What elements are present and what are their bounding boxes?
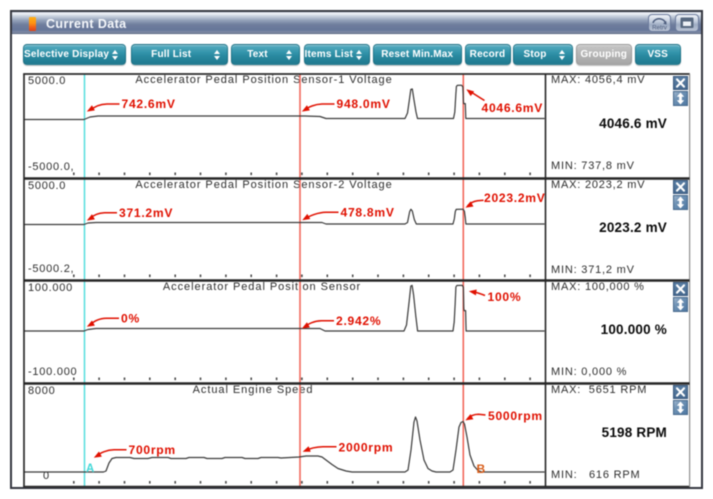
svg-text:2.942%: 2.942%	[336, 314, 381, 328]
svg-text:A: A	[86, 463, 94, 475]
svg-text:100%: 100%	[488, 290, 522, 304]
svg-text:4046.6mV: 4046.6mV	[482, 101, 544, 115]
svg-text:0%: 0%	[121, 312, 140, 326]
svg-text:Retrv: Retrv	[652, 25, 668, 32]
svg-text:371.2mV: 371.2mV	[119, 206, 173, 220]
svg-text:B: B	[477, 462, 486, 476]
svg-text:742.6mV: 742.6mV	[122, 97, 176, 111]
svg-text:478.8mV: 478.8mV	[341, 206, 395, 220]
svg-text:2000rpm: 2000rpm	[339, 441, 394, 455]
svg-text:5000rpm: 5000rpm	[488, 409, 543, 423]
svg-text:2023.2mV: 2023.2mV	[484, 191, 546, 205]
svg-text:700rpm: 700rpm	[129, 443, 176, 457]
svg-text:948.0mV: 948.0mV	[337, 97, 391, 111]
